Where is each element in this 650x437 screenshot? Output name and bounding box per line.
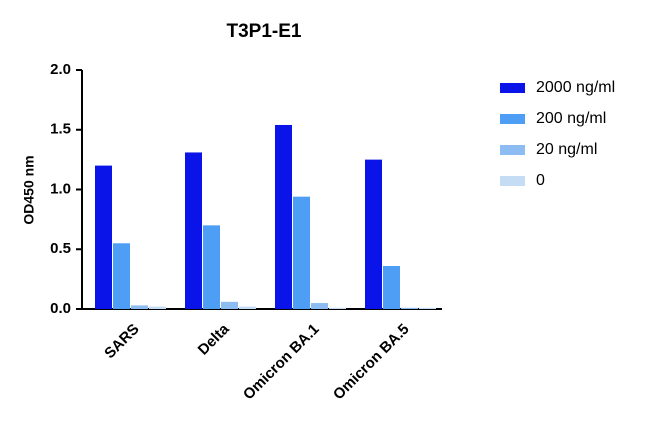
y-tick-label: 0.5 bbox=[50, 240, 71, 257]
bar bbox=[419, 307, 436, 309]
y-axis-label: OD450 nm bbox=[21, 155, 37, 224]
bar bbox=[275, 124, 292, 309]
bar bbox=[185, 152, 202, 309]
bar bbox=[293, 196, 310, 309]
bar bbox=[383, 265, 400, 309]
bar bbox=[221, 301, 238, 309]
legend-label: 0 bbox=[536, 172, 545, 189]
y-tick-label: 0.0 bbox=[50, 300, 71, 317]
bar bbox=[131, 305, 148, 309]
legend-label: 20 ng/ml bbox=[536, 141, 597, 158]
legend-label: 2000 ng/ml bbox=[536, 79, 615, 96]
bar bbox=[239, 306, 256, 309]
legend-swatch bbox=[500, 145, 525, 155]
x-tick-label: Delta bbox=[195, 320, 233, 358]
legend-swatch bbox=[500, 114, 525, 124]
bar bbox=[311, 303, 328, 309]
bar bbox=[113, 243, 130, 309]
y-tick-label: 1.5 bbox=[50, 121, 71, 138]
bar bbox=[203, 225, 220, 309]
bar bbox=[149, 306, 166, 309]
legend-swatch bbox=[500, 176, 525, 186]
x-tick-label: Omicron BA.1 bbox=[240, 321, 323, 404]
bar bbox=[95, 165, 112, 309]
legend-swatch bbox=[500, 83, 525, 93]
y-tick-label: 2.0 bbox=[50, 61, 71, 78]
bar bbox=[329, 307, 346, 309]
y-tick-label: 1.0 bbox=[50, 180, 71, 197]
legend-label: 200 ng/ml bbox=[536, 110, 606, 127]
chart-title: T3P1-E1 bbox=[227, 21, 302, 42]
x-tick-label: Omicron BA.5 bbox=[330, 321, 413, 404]
bar bbox=[365, 159, 382, 309]
x-tick-label: SARS bbox=[101, 321, 142, 362]
bar bbox=[401, 307, 418, 309]
